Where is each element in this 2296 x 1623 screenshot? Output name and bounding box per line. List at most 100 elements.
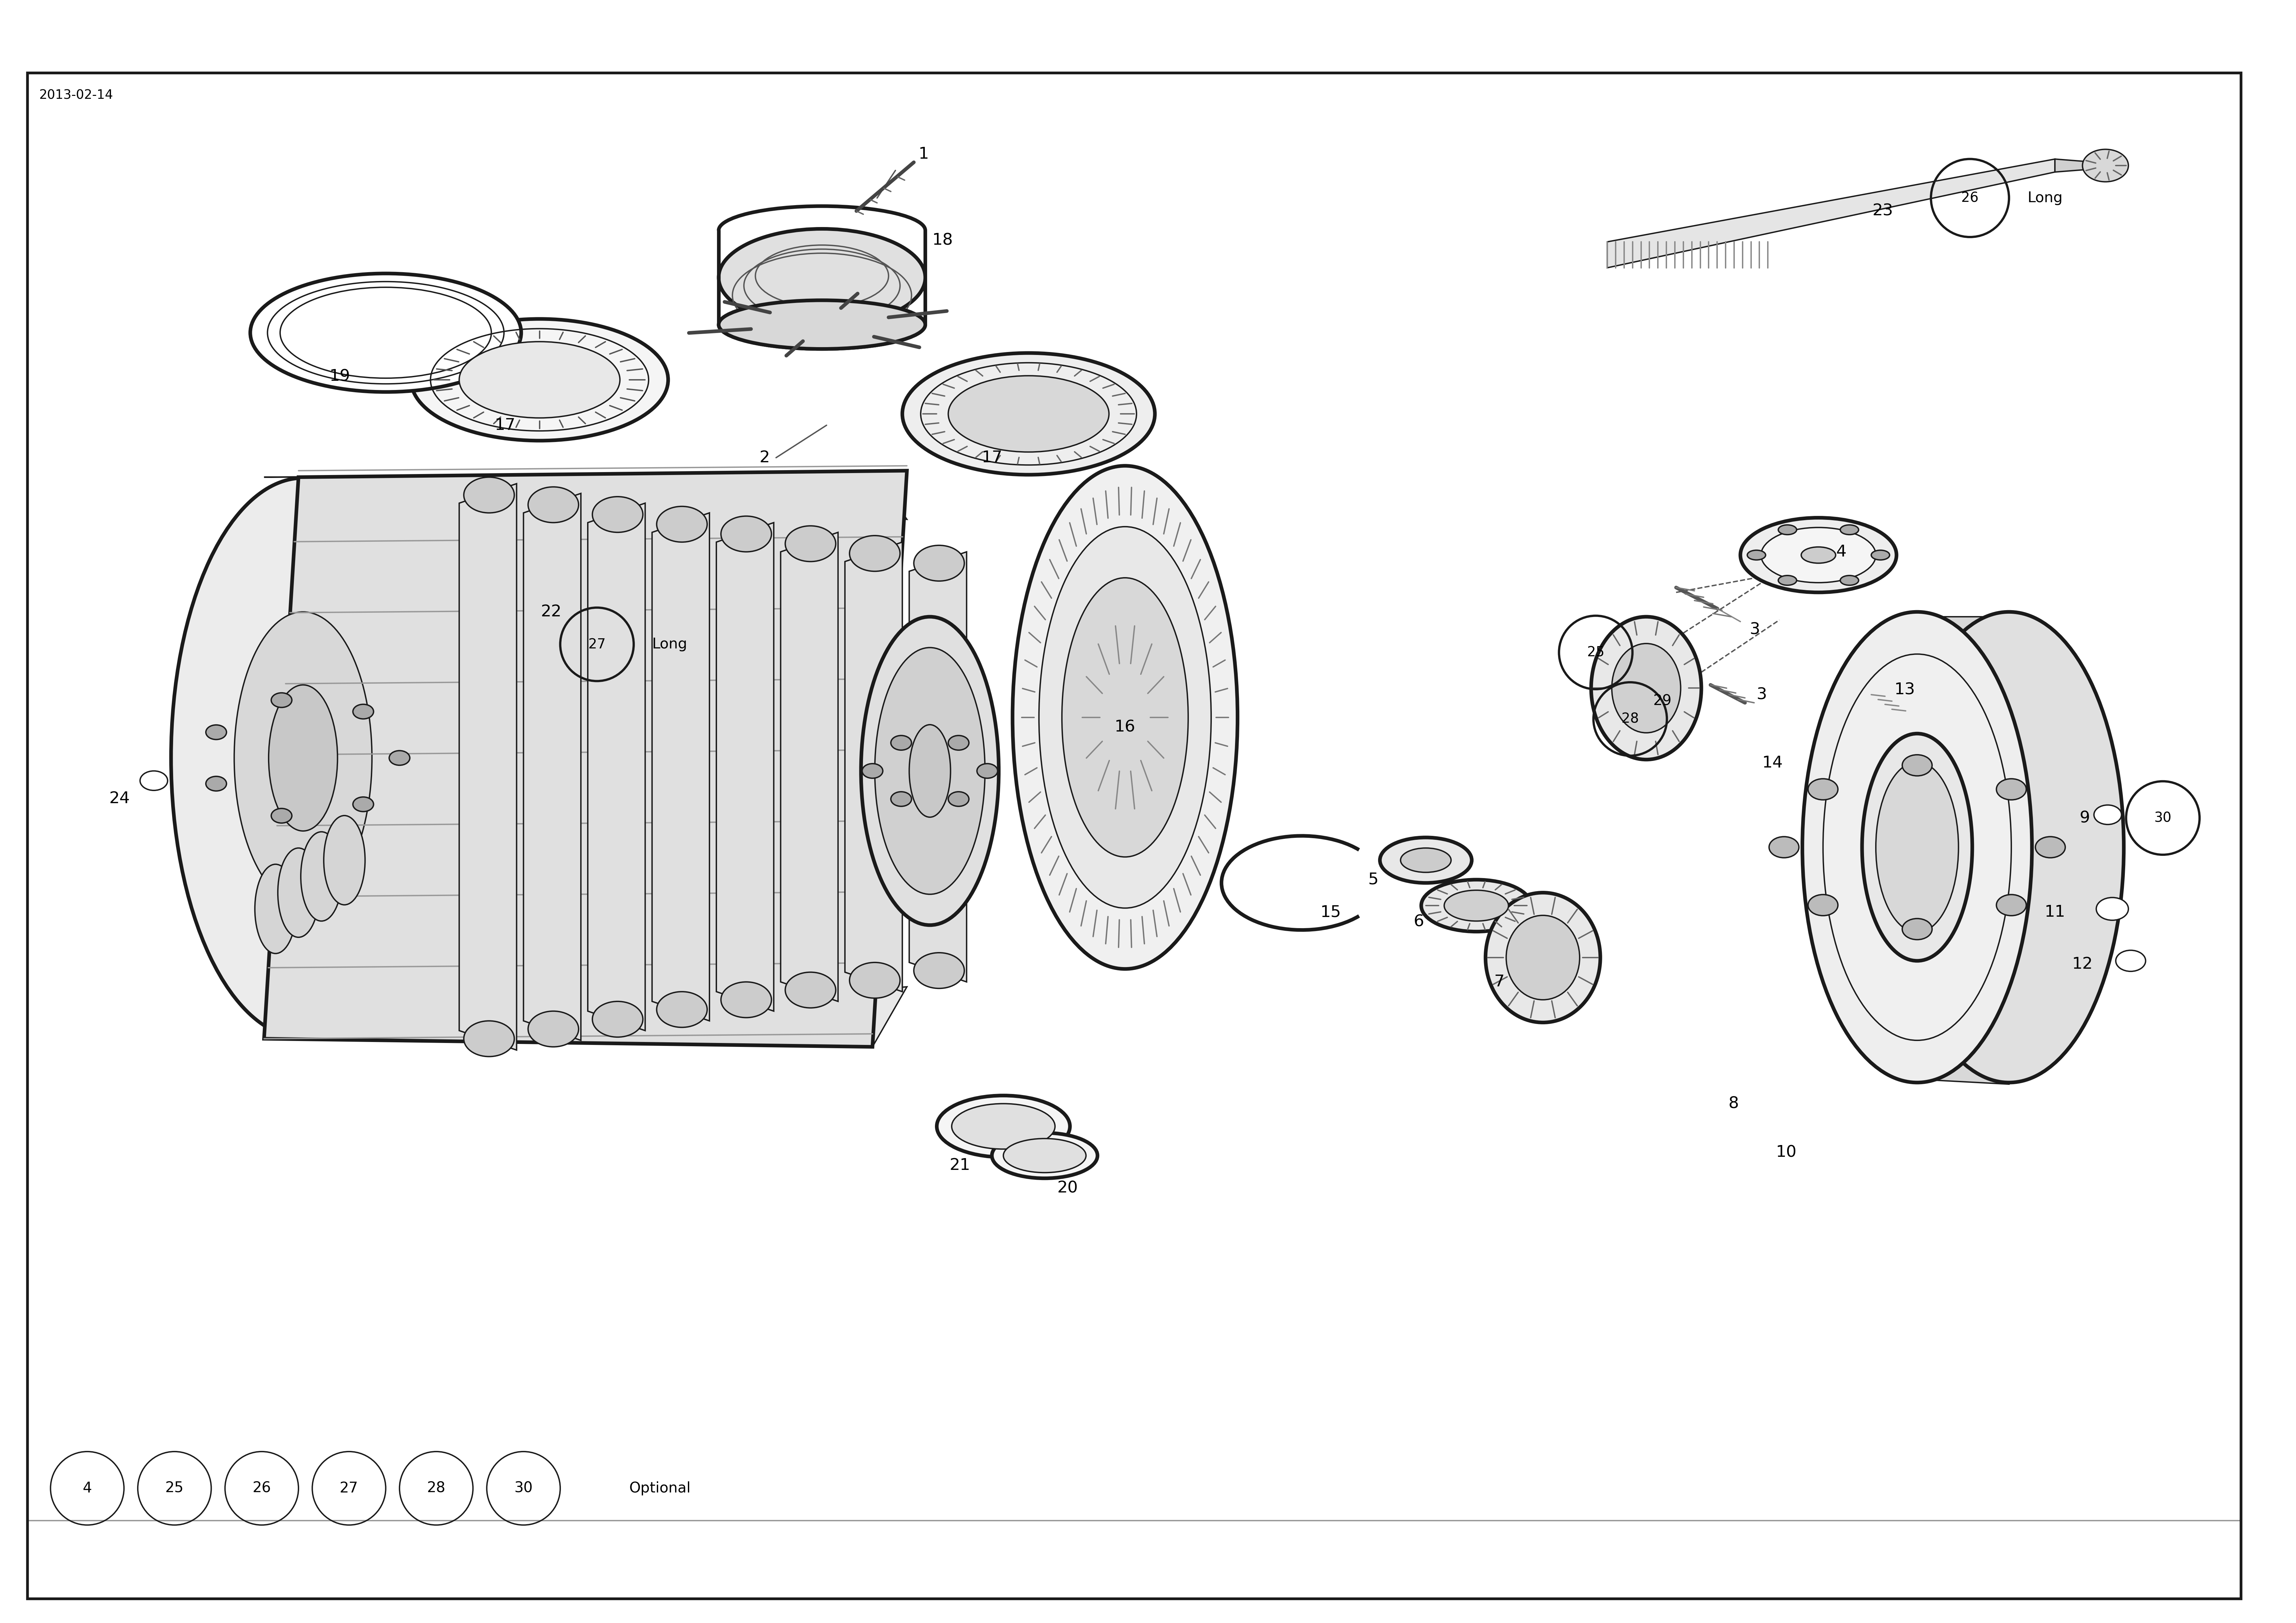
Ellipse shape — [861, 617, 999, 925]
Ellipse shape — [978, 764, 999, 779]
Ellipse shape — [1040, 526, 1212, 909]
Text: 5: 5 — [1368, 872, 1378, 888]
Text: 14: 14 — [1761, 755, 1784, 771]
Ellipse shape — [719, 229, 925, 326]
Ellipse shape — [902, 354, 1155, 476]
Text: 26: 26 — [253, 1482, 271, 1495]
Text: 27: 27 — [588, 638, 606, 651]
Ellipse shape — [891, 792, 912, 807]
Ellipse shape — [1486, 893, 1600, 1022]
Text: 2: 2 — [760, 450, 769, 466]
Ellipse shape — [592, 1001, 643, 1037]
Text: 8: 8 — [1729, 1096, 1738, 1112]
Ellipse shape — [891, 735, 912, 750]
Text: 24: 24 — [108, 790, 131, 807]
Ellipse shape — [721, 982, 771, 1018]
Ellipse shape — [207, 725, 227, 740]
Ellipse shape — [1802, 547, 1837, 563]
Text: 19: 19 — [328, 368, 351, 385]
Ellipse shape — [1802, 612, 2032, 1083]
Ellipse shape — [271, 808, 292, 823]
Polygon shape — [909, 552, 967, 982]
Polygon shape — [716, 523, 774, 1011]
Ellipse shape — [1841, 524, 1860, 534]
Ellipse shape — [1998, 894, 2027, 915]
Ellipse shape — [464, 477, 514, 513]
Ellipse shape — [914, 953, 964, 988]
Ellipse shape — [875, 648, 985, 894]
Polygon shape — [523, 493, 581, 1040]
Ellipse shape — [1506, 915, 1580, 1000]
Ellipse shape — [354, 797, 374, 812]
Text: 17: 17 — [494, 417, 517, 433]
Ellipse shape — [657, 992, 707, 1027]
Ellipse shape — [1761, 527, 1876, 583]
Text: 3: 3 — [1756, 687, 1768, 703]
Text: 9: 9 — [2080, 810, 2089, 826]
Ellipse shape — [464, 1021, 514, 1057]
Ellipse shape — [937, 1096, 1070, 1157]
Ellipse shape — [528, 487, 579, 523]
Text: Long: Long — [652, 638, 687, 651]
Ellipse shape — [172, 479, 436, 1039]
Ellipse shape — [1401, 849, 1451, 873]
Polygon shape — [588, 503, 645, 1031]
Ellipse shape — [1740, 518, 1896, 592]
Polygon shape — [781, 532, 838, 1001]
Polygon shape — [1917, 617, 2009, 1084]
Ellipse shape — [719, 300, 925, 349]
Ellipse shape — [1444, 889, 1508, 922]
Ellipse shape — [1841, 576, 1860, 586]
Ellipse shape — [271, 693, 292, 708]
Ellipse shape — [1063, 578, 1189, 857]
Ellipse shape — [411, 320, 668, 441]
Ellipse shape — [459, 342, 620, 419]
Ellipse shape — [250, 274, 521, 393]
Ellipse shape — [1807, 894, 1837, 915]
Ellipse shape — [785, 526, 836, 562]
Text: 25: 25 — [165, 1482, 184, 1495]
Ellipse shape — [2094, 805, 2122, 824]
Ellipse shape — [1591, 617, 1701, 760]
Ellipse shape — [2117, 951, 2147, 972]
Ellipse shape — [278, 849, 319, 938]
Ellipse shape — [1747, 550, 1766, 560]
Ellipse shape — [528, 1011, 579, 1047]
Ellipse shape — [1777, 576, 1798, 586]
Text: 17: 17 — [980, 450, 1003, 466]
Ellipse shape — [1777, 524, 1798, 534]
Text: 4: 4 — [83, 1482, 92, 1495]
Text: 20: 20 — [1056, 1180, 1079, 1196]
Ellipse shape — [785, 972, 836, 1008]
Text: Long: Long — [2027, 192, 2062, 204]
Text: 6: 6 — [1414, 914, 1424, 930]
Text: 4: 4 — [1837, 544, 1846, 560]
Text: 28: 28 — [1621, 712, 1639, 725]
Text: 23: 23 — [1871, 203, 1894, 219]
Text: 27: 27 — [340, 1482, 358, 1495]
Ellipse shape — [1862, 734, 1972, 961]
Ellipse shape — [657, 506, 707, 542]
Text: 16: 16 — [1114, 719, 1137, 735]
Text: 22: 22 — [540, 604, 563, 620]
Polygon shape — [264, 471, 907, 1047]
Ellipse shape — [1876, 763, 1958, 933]
Polygon shape — [845, 542, 902, 992]
Text: 15: 15 — [1320, 904, 1341, 920]
Polygon shape — [652, 513, 709, 1021]
Text: 26: 26 — [1961, 192, 1979, 204]
Ellipse shape — [1807, 779, 1837, 800]
Text: 29: 29 — [1653, 695, 1671, 708]
Text: 28: 28 — [427, 1482, 445, 1495]
Text: 3: 3 — [1750, 622, 1761, 638]
Ellipse shape — [1612, 644, 1681, 734]
Text: 11: 11 — [2043, 904, 2066, 920]
Ellipse shape — [850, 962, 900, 998]
Ellipse shape — [592, 497, 643, 532]
Ellipse shape — [992, 1133, 1097, 1178]
Ellipse shape — [1380, 837, 1472, 883]
Text: 21: 21 — [948, 1157, 971, 1173]
Ellipse shape — [850, 536, 900, 571]
Ellipse shape — [2096, 898, 2128, 920]
Polygon shape — [1607, 159, 2055, 268]
